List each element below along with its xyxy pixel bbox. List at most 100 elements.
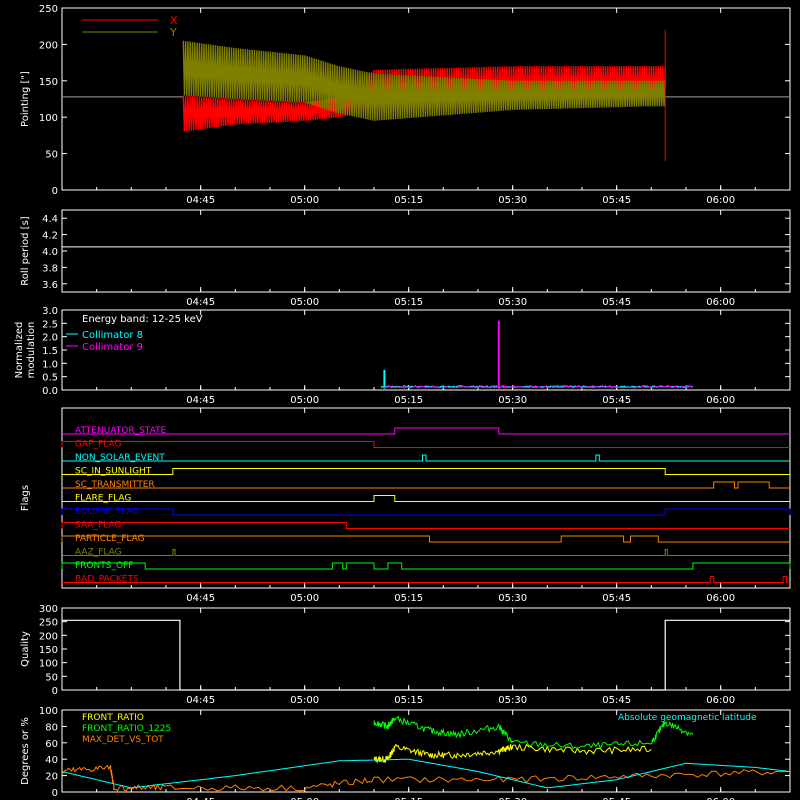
flag-line-gap-flag bbox=[61, 441, 790, 448]
x-tick-label: 05:00 bbox=[290, 195, 319, 206]
legend-label-collimator-8: Collimator 8 bbox=[82, 330, 143, 341]
x-tick-label: 05:30 bbox=[498, 797, 527, 800]
y-tick-label: 3.0 bbox=[42, 306, 58, 317]
y-axis-label: Quality bbox=[20, 631, 31, 667]
flag-line-particle-flag bbox=[61, 535, 790, 543]
y-tick-label: 40 bbox=[45, 755, 58, 766]
flag-line-saa-flag bbox=[61, 522, 790, 529]
y-tick-label: 4.4 bbox=[42, 214, 58, 225]
legend-label-y: Y bbox=[169, 26, 177, 39]
flag-label-particle-flag: PARTICLE_FLAG bbox=[75, 534, 145, 544]
x-tick-label: 04:45 bbox=[186, 297, 215, 308]
x-tick-label: 06:00 bbox=[706, 195, 735, 206]
y-tick-label: 50 bbox=[45, 150, 58, 161]
latitude-label: Absolute geomagnetic latitude bbox=[618, 713, 757, 723]
y-tick-label: 2.0 bbox=[42, 333, 58, 344]
flag-label-attenuator-state: ATTENUATOR_STATE bbox=[75, 426, 167, 436]
panel-frame bbox=[61, 7, 791, 191]
legend-label-front-ratio: FRONT_RATIO bbox=[82, 713, 144, 723]
y-tick-label: 150 bbox=[39, 77, 58, 88]
flag-line-flare-flag bbox=[62, 495, 790, 502]
x-tick-label: 05:45 bbox=[602, 593, 631, 604]
y-tick-label: 60 bbox=[45, 739, 58, 750]
x-tick-label: 05:00 bbox=[290, 395, 319, 406]
y-tick-label: 200 bbox=[39, 631, 58, 642]
x-tick-label: 05:00 bbox=[290, 797, 319, 800]
flag-label-sc-in-sunlight: SC_IN_SUNLIGHT bbox=[75, 467, 152, 477]
x-tick-label: 05:15 bbox=[394, 593, 423, 604]
energy-band-label: Energy band: 12-25 keV bbox=[82, 314, 203, 325]
panel-frame bbox=[61, 407, 791, 589]
x-tick-label: 04:45 bbox=[186, 797, 215, 800]
x-tick-label: 05:15 bbox=[394, 297, 423, 308]
flag-line-fronts-off bbox=[61, 562, 791, 570]
y-tick-label: 0 bbox=[52, 686, 58, 697]
x-tick-label: 05:30 bbox=[498, 195, 527, 206]
panel-frame bbox=[61, 709, 791, 793]
y-tick-label: 0.5 bbox=[42, 373, 58, 384]
panel-5: 04:45 05:00 05:15 05:30 05:45 06:00 Quality 0 50… bbox=[20, 604, 791, 706]
flag-line-aaz-flag bbox=[62, 549, 790, 556]
x-tick-label: 05:15 bbox=[394, 395, 423, 406]
x-tick-label: 05:00 bbox=[290, 297, 319, 308]
x-tick-label: 06:00 bbox=[706, 395, 735, 406]
y-tick-label: 20 bbox=[45, 772, 58, 783]
flag-line-non-solar-event bbox=[62, 454, 790, 462]
panel-1: 04:45 05:00 05:15 05:30 05:45 06:00 Pointing [… bbox=[20, 4, 791, 206]
panel-2: 04:45 05:00 05:15 05:30 05:45 06:00 Roll perio… bbox=[20, 209, 791, 308]
series-y-line bbox=[182, 40, 666, 121]
series-x-line bbox=[182, 66, 666, 132]
x-tick-label: 05:15 bbox=[394, 797, 423, 800]
y-tick-label: 1.0 bbox=[42, 359, 58, 370]
y-tick-label: 1.5 bbox=[42, 346, 58, 357]
x-tick-label: 06:00 bbox=[706, 593, 735, 604]
y-axis-label: Normalized bbox=[14, 322, 25, 379]
x-tick-label: 05:45 bbox=[602, 797, 631, 800]
y-tick-label: 4.2 bbox=[42, 231, 58, 242]
ratio-series-1 bbox=[373, 743, 652, 765]
x-tick-label: 04:45 bbox=[186, 395, 215, 406]
y-tick-label: 0 bbox=[52, 186, 58, 197]
panel-6: 04:45 05:00 05:15 05:30 05:45 06:00 Degrees or… bbox=[20, 706, 791, 800]
flag-line-sc-transmitter bbox=[62, 481, 790, 489]
flag-label-flare-flag: FLARE_FLAG bbox=[75, 494, 131, 504]
x-tick-label: 04:45 bbox=[186, 195, 215, 206]
x-tick-label: 06:00 bbox=[706, 695, 735, 706]
x-tick-label: 05:45 bbox=[602, 195, 631, 206]
x-tick-label: 05:00 bbox=[290, 695, 319, 706]
x-tick-label: 05:30 bbox=[498, 593, 527, 604]
y-tick-label: 250 bbox=[39, 4, 58, 15]
x-tick-label: 05:30 bbox=[498, 395, 527, 406]
flag-line-eclipse-flag bbox=[61, 508, 791, 516]
legend-label-max-det-vs-tot: MAX_DET_VS_TOT bbox=[82, 735, 164, 745]
legend-label-front-ratio-1225: FRONT_RATIO_1225 bbox=[82, 724, 171, 734]
y-tick-label: 100 bbox=[39, 113, 58, 124]
y-tick-label: 150 bbox=[39, 645, 58, 656]
x-tick-label: 05:15 bbox=[394, 195, 423, 206]
flag-label-eclipse-flag: ECLIPSE_FLAG bbox=[75, 507, 139, 517]
x-tick-label: 05:30 bbox=[498, 297, 527, 308]
y-axis-label: modulation bbox=[26, 322, 37, 379]
ratio-series-3 bbox=[61, 764, 791, 792]
y-axis-label: Pointing ["] bbox=[20, 71, 31, 127]
y-tick-label: 100 bbox=[39, 659, 58, 670]
x-tick-label: 05:30 bbox=[498, 695, 527, 706]
flag-label-gap-flag: GAP_FLAG bbox=[75, 440, 121, 450]
flag-label-non-solar-event: NON_SOLAR_EVENT bbox=[75, 453, 165, 463]
collimator-9-line bbox=[380, 385, 693, 389]
legend-label-collimator-9: Collimator 9 bbox=[82, 342, 143, 353]
y-tick-label: 0 bbox=[52, 788, 58, 799]
y-axis-label: Roll period [s] bbox=[20, 216, 31, 285]
quality-line bbox=[62, 619, 790, 691]
y-tick-label: 250 bbox=[39, 618, 58, 629]
ratio-series-4 bbox=[61, 758, 791, 789]
y-tick-label: 3.8 bbox=[42, 263, 58, 274]
y-tick-label: 200 bbox=[39, 40, 58, 51]
flag-label-bad-packets: BAD_PACKETS bbox=[75, 575, 139, 585]
x-tick-label: 06:00 bbox=[706, 297, 735, 308]
flag-label-sc-transmitter: SC_TRANSMITTER bbox=[75, 480, 155, 490]
x-tick-label: 05:00 bbox=[290, 593, 319, 604]
x-tick-label: 05:45 bbox=[602, 695, 631, 706]
legend-label-x: X bbox=[170, 14, 178, 27]
